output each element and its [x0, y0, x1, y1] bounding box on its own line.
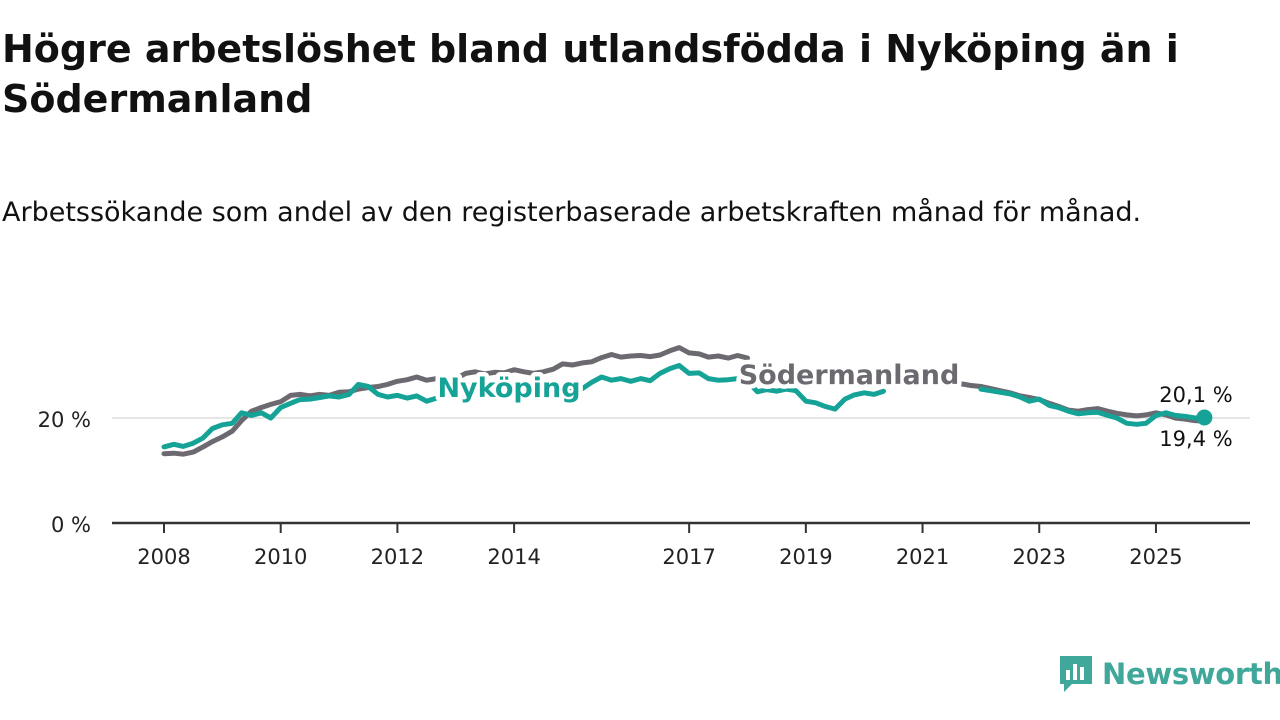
- series-line-nykoping: [161, 381, 469, 450]
- newsworthy-logo: Newsworthy: [1058, 654, 1280, 694]
- x-tick-label: 2017: [662, 545, 715, 569]
- series-line-nykoping: [560, 363, 886, 412]
- end-value-nykoping: 20,1 %: [1159, 383, 1232, 407]
- x-tick-label: 2008: [137, 545, 190, 569]
- x-tick-label: 2019: [779, 545, 832, 569]
- y-tick-label: 20 %: [38, 408, 91, 432]
- x-tick-label: 2025: [1129, 545, 1182, 569]
- series-line-nykoping: [978, 386, 1207, 427]
- label-nykoping-halo: Nyköping: [437, 373, 580, 404]
- x-tick-label: 2023: [1013, 545, 1066, 569]
- x-tick-label: 2010: [254, 545, 307, 569]
- label-sodermanland-halo: Södermanland: [739, 360, 960, 391]
- bar-chart-logo-icon: [1060, 656, 1092, 692]
- line-layer: [161, 345, 1213, 457]
- x-tick-label: 2012: [371, 545, 424, 569]
- x-tick-label: 2014: [487, 545, 540, 569]
- label-sodermanland: Södermanland: [739, 360, 960, 391]
- x-tick-label: 2021: [896, 545, 949, 569]
- chart-title: Högre arbetslöshet bland utlandsfödda i …: [2, 27, 1179, 121]
- y-tick-label: 0 %: [51, 513, 91, 537]
- end-value-sodermanland: 19,4 %: [1159, 427, 1232, 451]
- series-line-sodermanland: [161, 345, 750, 457]
- brand-name: Newsworthy: [1102, 657, 1280, 691]
- label-nykoping: Nyköping: [437, 373, 580, 404]
- axis-layer: 0 % 20 % 2008 2010 2012 2014 2017 2019 2021 2023 2…: [38, 408, 1250, 569]
- series-end-marker: [1196, 409, 1213, 426]
- chart-subtitle: Arbetssökande som andel av den registerb…: [2, 197, 1142, 228]
